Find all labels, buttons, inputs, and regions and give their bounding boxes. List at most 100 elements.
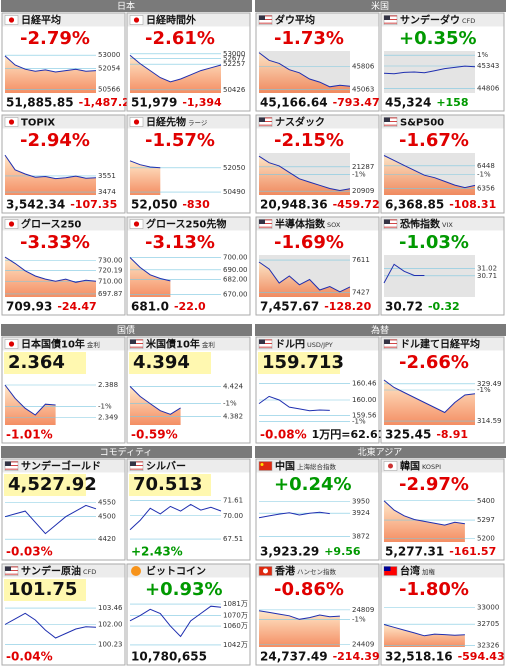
flag-mark <box>5 461 18 463</box>
axis-label: 4500 <box>98 513 116 521</box>
tile-name: 恐怖指数 <box>400 218 441 231</box>
flag-mark <box>384 19 397 20</box>
tile-top: -2.61% <box>145 28 215 49</box>
flag-mark <box>384 219 390 224</box>
section-title: 北東アジア <box>358 446 403 458</box>
tile-bottom: 32,518.16 <box>385 650 453 664</box>
tile-name: ダウ平均 <box>275 14 315 27</box>
flag-mark <box>263 568 268 574</box>
flag-mark <box>259 339 272 341</box>
axis-label: 71.61 <box>223 497 243 505</box>
tile-header <box>381 217 504 231</box>
chart-bg <box>259 497 350 542</box>
tile-header <box>256 13 379 27</box>
area <box>5 55 96 93</box>
axis-label: 329.49 <box>477 380 502 388</box>
area <box>130 386 181 425</box>
tile-header <box>256 115 379 129</box>
tile-bottom: -108.31 <box>449 198 496 211</box>
price-line <box>258 155 351 192</box>
axis-label: 720.19 <box>98 267 123 275</box>
axis-label: 70.00 <box>223 512 243 520</box>
tile-name: グロース250先物 <box>146 218 226 231</box>
flag-mark <box>5 468 18 470</box>
price-line <box>4 504 97 535</box>
price-line <box>383 65 476 75</box>
price-line <box>4 55 97 73</box>
axis-label: 50490 <box>223 188 245 196</box>
axis-label: 3551 <box>98 172 116 180</box>
tile-name: 半導体指数 <box>275 218 326 231</box>
axis-label: 3924 <box>352 509 370 517</box>
axis-label: -1% <box>477 171 491 179</box>
tile-name: 米国債10年 <box>146 338 200 351</box>
flag-mark <box>384 223 397 224</box>
price-line <box>383 500 465 526</box>
tile-name: サンデーダウ <box>400 14 460 27</box>
tile-bottom: 51,885.85 <box>6 96 74 110</box>
axis-label: 24409 <box>352 640 374 648</box>
tile-bottom: 709.93 <box>6 300 52 314</box>
tile-bottom: -128.20 <box>324 300 371 313</box>
flag-mark <box>384 346 397 348</box>
tile-bottom: 52,050 <box>131 198 177 212</box>
axis-label: 3474 <box>98 188 116 196</box>
axis-label: 45343 <box>477 62 499 70</box>
flag-mark <box>133 221 140 227</box>
tile-top: -1.67% <box>399 130 469 151</box>
tile-tag: 金利 <box>87 340 100 349</box>
tile-bottom: -0.03% <box>6 545 53 559</box>
price-line <box>4 256 97 283</box>
tile-bottom: -22.0 <box>174 300 206 313</box>
tile-header <box>256 217 379 231</box>
flag-mark <box>5 566 18 568</box>
tile-top: -3.33% <box>20 232 90 253</box>
flag-mark <box>259 343 272 344</box>
axis-label: 53000 <box>223 50 245 58</box>
tile-name: 日経時間外 <box>146 14 196 27</box>
flag-mark <box>259 346 272 348</box>
tile-name: ドル建て日経平均 <box>400 338 480 351</box>
price-line <box>258 511 330 519</box>
axis-label: 24809 <box>352 606 374 614</box>
tile-name: サンデーゴールド <box>21 460 101 473</box>
axis-label: 160.46 <box>352 380 377 388</box>
flag-mark <box>384 15 390 20</box>
section-title: 米国 <box>371 0 389 12</box>
axis-label: 52677 <box>223 54 245 62</box>
tile-bottom: -0.04% <box>6 650 53 664</box>
tile-header <box>256 459 379 473</box>
section-header <box>1 324 252 336</box>
tile-name: ナスダック <box>275 116 325 129</box>
flag-mark <box>130 461 136 466</box>
tile-header <box>2 115 125 129</box>
axis-label: -1% <box>352 417 366 425</box>
tile-top: +0.35% <box>399 28 477 49</box>
tile-tag: USD/JPY <box>307 341 333 349</box>
tile-tag: 加権 <box>422 567 436 576</box>
tile-name: 日経平均 <box>21 14 61 27</box>
price-line <box>258 395 330 412</box>
highlight <box>4 579 86 601</box>
axis-label: 52050 <box>223 164 245 172</box>
axis-label: 682.00 <box>223 276 248 284</box>
axis-label: 44806 <box>477 85 500 93</box>
flag-mark <box>384 343 397 344</box>
tile-tag: SOX <box>327 221 341 229</box>
flag-mark <box>259 22 272 24</box>
tile-top: -2.79% <box>20 28 90 49</box>
flag-mark <box>384 339 390 344</box>
axis-label: 5200 <box>477 534 495 542</box>
axis-label: 697.87 <box>98 290 123 298</box>
tile-bottom: 325.45 <box>385 428 431 442</box>
tile-name: シルバー <box>146 461 186 473</box>
tile-name: 香港 <box>275 565 296 578</box>
price-line <box>383 624 465 637</box>
area <box>259 610 340 647</box>
flag-mark <box>259 124 272 126</box>
tile-top: -1.57% <box>145 130 215 151</box>
flag <box>131 566 141 576</box>
tile-top: 101.75 <box>8 579 77 600</box>
tile-header <box>127 337 250 351</box>
